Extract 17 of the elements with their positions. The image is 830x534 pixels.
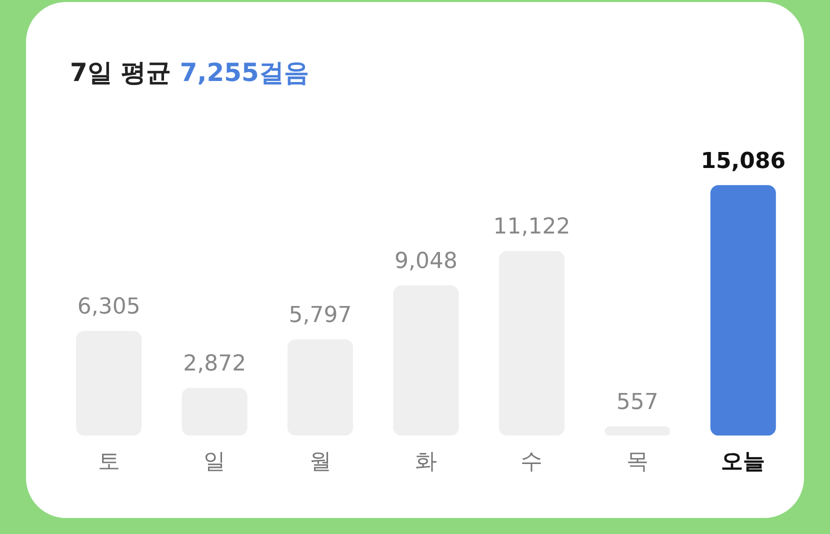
data-label: 15,086: [700, 148, 786, 174]
x-tick-label: 오늘: [721, 450, 766, 475]
data-label: 5,797: [288, 303, 352, 328]
x-tick-label: 수: [520, 450, 543, 475]
x-tick-label: 화: [415, 450, 437, 475]
data-label: 2,872: [183, 352, 246, 377]
chart-title: 7일 평균: [70, 58, 172, 87]
chart-subtitle: 7,255걸음: [180, 58, 309, 87]
data-label: 557: [616, 390, 658, 416]
data-label: 6,305: [77, 294, 140, 320]
data-label: 9,048: [394, 249, 458, 274]
x-tick-label: 토: [98, 450, 120, 475]
x-tick-label: 일: [204, 450, 226, 475]
x-tick-label: 월: [309, 450, 332, 475]
bar: [710, 185, 776, 436]
x-tick-label: 목: [626, 450, 648, 475]
data-label: 11,122: [493, 214, 570, 240]
